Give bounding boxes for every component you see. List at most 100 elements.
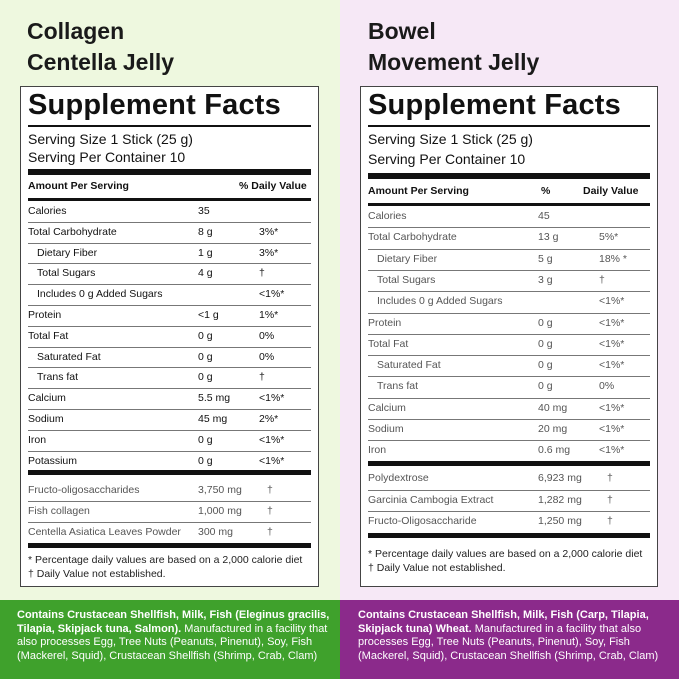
thick-divider (368, 173, 650, 179)
ingredient-name: Centella Asiatica Leaves Powder (28, 526, 181, 538)
footnote-percent-daily: * Percentage daily values are based on a… (28, 554, 303, 566)
row-divider (368, 489, 650, 491)
nutrient-name: Calories (28, 205, 67, 217)
header-percent: % (541, 185, 551, 197)
product-title-line1: Bowel (368, 18, 436, 44)
servings-per-container: Serving Per Container 10 (368, 151, 526, 167)
nutrient-name: Saturated Fat (37, 350, 101, 363)
row-divider (28, 450, 311, 452)
header-amount-per-serving: Amount Per Serving (368, 185, 469, 197)
nutrient-daily-value: <1%* (599, 423, 625, 435)
nutrient-amount: 0 g (198, 433, 213, 446)
nutrient-daily-value: <1%* (259, 392, 285, 405)
row-divider (368, 269, 650, 271)
nutrient-name: Total Fat (28, 329, 69, 342)
row-divider (28, 305, 311, 306)
medium-divider (28, 198, 311, 201)
nutrient-daily-value: 0% (259, 350, 275, 363)
nutrient-amount: 45 (538, 210, 550, 222)
nutrient-amount: 0 g (538, 359, 553, 372)
divider (28, 125, 311, 127)
nutrient-daily-value: † (259, 267, 265, 280)
ingredient-amount: 1,000 mg (198, 505, 242, 517)
ingredient-amount: 6,923 mg (538, 472, 582, 484)
nutrient-amount: 0 g (198, 454, 213, 467)
nutrient-name: Includes 0 g Added Sugars (377, 295, 503, 308)
row-divider (28, 367, 311, 369)
row-divider (28, 284, 311, 286)
nutrient-amount: 8 g (198, 225, 213, 238)
nutrient-daily-value: 1%* (259, 309, 279, 321)
nutrient-amount: 13 g (538, 231, 559, 244)
row-divider (28, 409, 311, 410)
nutrient-amount: 1 g (198, 246, 213, 259)
allergen-banner-left: Contains Crustacean Shellfish, Milk, Fis… (0, 600, 340, 679)
nutrient-daily-value: † (599, 273, 605, 286)
footnote-dagger: † Daily Value not established. (28, 568, 166, 580)
servings-per-container: Serving Per Container 10 (28, 149, 186, 165)
nutrient-amount: 0 g (198, 329, 213, 342)
nutrient-name: Iron (368, 444, 387, 457)
row-divider (368, 333, 650, 335)
supplement-facts-title: Supplement Facts (368, 89, 621, 121)
nutrient-amount: <1 g (198, 309, 219, 321)
nutrient-amount: 0 g (198, 350, 213, 363)
row-divider (28, 346, 311, 348)
nutrient-amount: 35 (198, 205, 210, 217)
nutrient-daily-value: <1%* (599, 359, 625, 372)
nutrient-daily-value: <1%* (599, 316, 625, 329)
ingredient-name: Fish collagen (28, 505, 90, 517)
nutrient-amount: 0 g (538, 316, 553, 329)
nutrient-name: Total Fat (368, 337, 409, 350)
header-amount-per-serving: Amount Per Serving (28, 180, 129, 192)
ingredient-daily-value: † (267, 526, 273, 538)
nutrient-daily-value: <1%* (259, 433, 285, 446)
nutrient-amount: 45 mg (198, 413, 228, 425)
row-divider (368, 227, 650, 229)
nutrient-amount: 4 g (198, 267, 213, 280)
nutrient-amount: 5.5 mg (198, 392, 231, 405)
ingredient-amount: 1,282 mg (538, 493, 582, 506)
row-divider (28, 263, 311, 265)
row-divider (368, 291, 650, 293)
allergen-facility: Manufactured in a facility that also pro… (17, 622, 328, 662)
serving-size: Serving Size 1 Stick (25 g) (368, 131, 533, 147)
product-title-bowel: Bowel Movement Jelly (368, 16, 539, 78)
ingredient-amount: 300 mg (198, 526, 234, 538)
row-divider (28, 388, 311, 390)
ingredient-amount: 1,250 mg (538, 515, 582, 527)
row-divider (28, 501, 311, 502)
nutrient-amount: 40 mg (538, 401, 568, 414)
nutrient-name: Saturated Fat (377, 359, 441, 372)
header-daily-value: % Daily Value (239, 180, 307, 192)
nutrient-daily-value: 18% * (599, 252, 628, 265)
supplement-facts-panel-left: Supplement Facts Serving Size 1 Stick (2… (20, 86, 319, 587)
nutrient-amount: 0 g (538, 380, 553, 393)
ingredient-name: Garcinia Cambogia Extract (368, 493, 494, 506)
thick-divider (368, 532, 650, 538)
thick-divider (28, 470, 311, 476)
serving-size: Serving Size 1 Stick (25 g) (28, 131, 193, 147)
collagen-centella-section: Collagen Centella Jelly Supplement Facts… (0, 0, 340, 600)
thick-divider (28, 169, 311, 175)
nutrient-daily-value: 2%* (259, 413, 279, 425)
product-title-line2: Centella Jelly (27, 49, 175, 75)
nutrient-daily-value: <1%* (599, 337, 625, 350)
nutrient-daily-value: <1%* (259, 288, 285, 301)
nutrient-name: Includes 0 g Added Sugars (37, 288, 163, 301)
nutrient-name: Protein (368, 316, 402, 329)
row-divider (28, 325, 311, 327)
nutrient-daily-value: 0% (599, 380, 615, 393)
nutrient-name: Sodium (368, 423, 404, 435)
row-divider (368, 397, 650, 399)
nutrient-name: Total Sugars (377, 273, 436, 286)
allergen-facility: Manufactured in a facility that also pro… (358, 622, 659, 662)
row-divider (28, 221, 311, 223)
ingredient-daily-value: † (607, 493, 613, 506)
ingredient-name: Fructo-oligosaccharides (28, 484, 140, 496)
nutrient-name: Dietary Fiber (377, 252, 438, 265)
row-divider (368, 355, 650, 357)
nutrient-amount: 0.6 mg (538, 444, 571, 457)
nutrient-amount: 0 g (198, 371, 213, 384)
nutrient-name: Calories (368, 210, 407, 222)
